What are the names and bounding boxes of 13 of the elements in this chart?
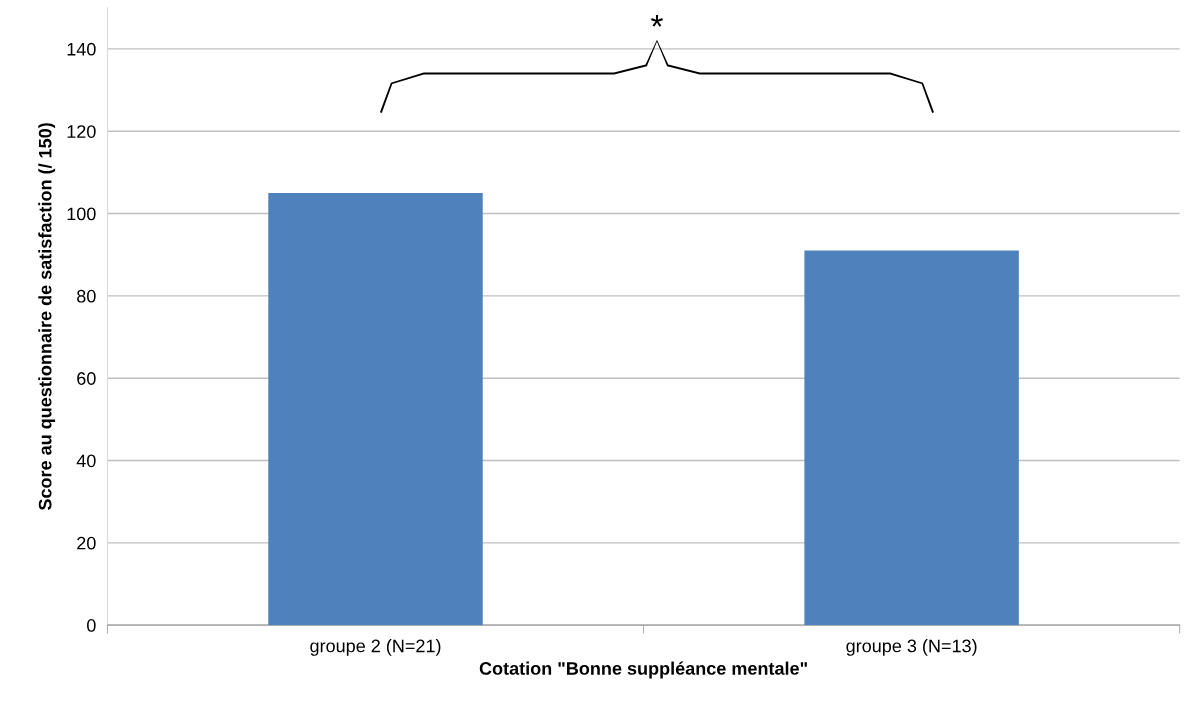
y-tick-label: 20	[77, 536, 96, 550]
y-tick-label: 140	[67, 42, 96, 56]
y-tick-label: 120	[67, 125, 96, 138]
y-tick-label: 100	[67, 207, 96, 221]
annotation: *	[651, 14, 663, 27]
y-tick-label: 40	[76, 454, 96, 468]
y-tick-label: 80	[77, 289, 96, 303]
x-axis-title: Cotation "Bonne suppléance mentale"	[479, 661, 807, 679]
y-axis-title: Score au questionnaire de satisfaction (/ 150)	[38, 123, 56, 511]
x-tick-label: groupe 3 (N=13)	[846, 639, 977, 656]
x-tick-label: groupe 2 (N=21)	[310, 639, 441, 656]
y-tick-label: 60	[77, 372, 96, 385]
y-tick-label: 0	[87, 619, 96, 632]
